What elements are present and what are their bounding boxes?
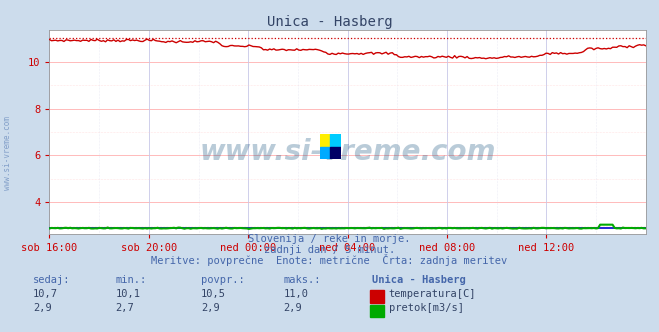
Text: Unica - Hasberg: Unica - Hasberg: [267, 15, 392, 29]
Text: zadnji dan / 5 minut.: zadnji dan / 5 minut.: [264, 245, 395, 255]
Text: temperatura[C]: temperatura[C]: [389, 289, 476, 299]
Text: povpr.:: povpr.:: [201, 275, 244, 285]
Text: www.si-vreme.com: www.si-vreme.com: [3, 116, 13, 190]
Text: sedaj:: sedaj:: [33, 275, 71, 285]
Bar: [320, 134, 330, 147]
Text: 10,7: 10,7: [33, 289, 58, 299]
Text: www.si-vreme.com: www.si-vreme.com: [200, 138, 496, 166]
Text: 10,5: 10,5: [201, 289, 226, 299]
Text: 10,1: 10,1: [115, 289, 140, 299]
Text: Meritve: povprečne  Enote: metrične  Črta: zadnja meritev: Meritve: povprečne Enote: metrične Črta:…: [152, 254, 507, 266]
Bar: [370, 305, 384, 317]
Text: 2,9: 2,9: [201, 303, 219, 313]
Text: Unica - Hasberg: Unica - Hasberg: [372, 275, 466, 285]
Text: 2,9: 2,9: [283, 303, 302, 313]
Bar: [320, 147, 330, 159]
Text: Slovenija / reke in morje.: Slovenija / reke in morje.: [248, 234, 411, 244]
Bar: [330, 147, 341, 159]
Text: min.:: min.:: [115, 275, 146, 285]
Bar: [330, 134, 341, 147]
Text: 2,9: 2,9: [33, 303, 51, 313]
Text: maks.:: maks.:: [283, 275, 321, 285]
Text: pretok[m3/s]: pretok[m3/s]: [389, 303, 464, 313]
Bar: [370, 290, 384, 303]
Text: 11,0: 11,0: [283, 289, 308, 299]
Text: 2,7: 2,7: [115, 303, 134, 313]
